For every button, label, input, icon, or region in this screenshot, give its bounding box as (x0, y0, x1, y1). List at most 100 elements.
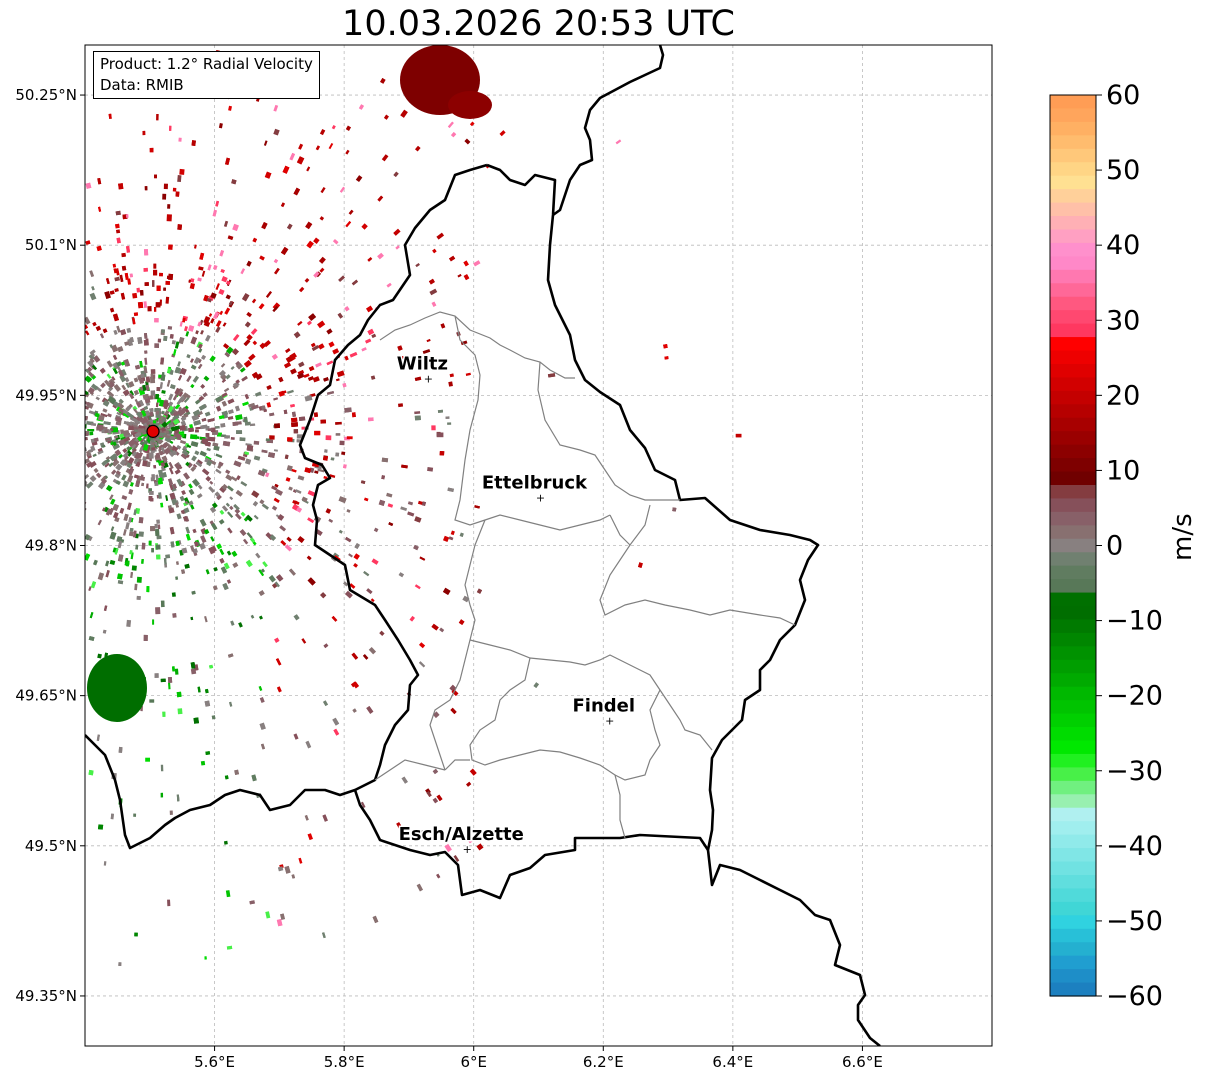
colorbar-segment (1050, 901, 1096, 916)
colorbar-segment (1050, 175, 1096, 190)
product-text: Product: 1.2° Radial Velocity (100, 55, 313, 73)
city-label: Ettelbruck (482, 472, 588, 493)
colorbar-segment (1050, 296, 1096, 311)
colorbar-segment (1050, 202, 1096, 217)
colorbar-tick-label: 40 (1106, 230, 1140, 261)
colorbar-segment (1050, 821, 1096, 836)
colorbar-segment (1050, 874, 1096, 890)
colorbar-segment (1050, 121, 1096, 136)
colorbar-segment (1050, 511, 1096, 526)
city-label: Esch/Alzette (399, 824, 524, 845)
colorbar-segment (1050, 350, 1096, 365)
colorbar-segment (1050, 108, 1096, 123)
colorbar-segment (1050, 861, 1096, 876)
lon-tick-label: 6°E (460, 1053, 487, 1071)
colorbar-segment (1050, 229, 1096, 244)
colorbar-segment (1050, 431, 1096, 446)
data-source-text: Data: RMIB (100, 76, 184, 94)
colorbar-segment (1050, 417, 1096, 432)
colorbar-tick-label: 30 (1106, 305, 1140, 336)
colorbar-segment (1050, 377, 1096, 392)
echo-cluster-north-2 (448, 91, 492, 119)
colorbar-segment (1050, 606, 1096, 621)
lon-tick-label: 6.6°E (842, 1053, 883, 1071)
canton-boundaries (374, 311, 796, 839)
colorbar-segment (1050, 928, 1096, 943)
city-label: Wiltz (397, 353, 448, 374)
colorbar-segment (1050, 404, 1096, 419)
colorbar-segment (1050, 955, 1096, 970)
colorbar-segment (1050, 969, 1096, 984)
colorbar-segment (1050, 310, 1096, 325)
colorbar-segment (1050, 848, 1096, 863)
colorbar-segment (1050, 162, 1096, 177)
city-markers: +Wiltz+Ettelbruck+Findel+Esch/Alzette (395, 352, 636, 856)
colorbar-tick-label: −20 (1106, 681, 1163, 712)
lat-tick-label: 49.95°N (15, 386, 77, 404)
colorbar: 60 50 40 30 20 10 0 −10 −20 −30 −40 −50 −60 (1049, 80, 1163, 1012)
radar-site-marker (146, 424, 160, 438)
colorbar-segment (1050, 740, 1096, 755)
city-marker: + (536, 491, 545, 504)
colorbar-segment (1050, 834, 1096, 849)
colorbar-segment (1050, 713, 1096, 728)
colorbar-tick-label: −10 (1106, 606, 1163, 637)
colorbar-tick-label: −60 (1106, 981, 1163, 1012)
colorbar-tick-label: 50 (1106, 155, 1140, 186)
colorbar-segment (1050, 619, 1096, 634)
lon-tick-label: 5.8°E (324, 1053, 365, 1071)
city-marker: + (463, 843, 472, 856)
colorbar-segment (1050, 498, 1096, 513)
colorbar-tick-label: −30 (1106, 756, 1163, 787)
colorbar-tick-label: −50 (1106, 906, 1163, 937)
colorbar-segment (1050, 148, 1096, 163)
colorbar-segment (1050, 982, 1096, 997)
colorbar-segment (1050, 256, 1096, 271)
colorbar-segment (1050, 95, 1096, 110)
lat-tick-label: 49.5°N (25, 837, 77, 855)
colorbar-segment (1050, 444, 1096, 459)
lat-tick-label: 50.1°N (25, 236, 77, 254)
lat-tick-label: 49.35°N (15, 987, 77, 1005)
colorbar-segment (1050, 646, 1096, 661)
colorbar-segment (1050, 323, 1096, 338)
colorbar-segment (1050, 780, 1096, 795)
colorbar-segment (1050, 337, 1096, 352)
colorbar-unit-label: m/s (1168, 513, 1198, 561)
colorbar-segment (1050, 592, 1096, 607)
colorbar-segment (1050, 283, 1096, 298)
colorbar-segment (1050, 390, 1096, 405)
colorbar-segment (1050, 269, 1096, 284)
colorbar-segment (1050, 484, 1096, 500)
colorbar-tick-label: 20 (1106, 380, 1140, 411)
colorbar-segment (1050, 632, 1096, 647)
colorbar-tick-label: 60 (1106, 80, 1140, 111)
city-marker: + (605, 715, 614, 728)
lon-tick-label: 6.4°E (712, 1053, 753, 1071)
colorbar-segment (1050, 189, 1096, 204)
colorbar-segment (1050, 673, 1096, 688)
colorbar-segment (1050, 659, 1096, 674)
country-borders (85, 45, 881, 1046)
colorbar-segment (1050, 579, 1096, 594)
chart-title: 10.03.2026 20:53 UTC (342, 4, 735, 44)
colorbar-segment (1050, 458, 1096, 473)
product-info-box: Product: 1.2° Radial Velocity Data: RMIB (93, 51, 320, 99)
colorbar-segment (1050, 242, 1096, 257)
colorbar-segment (1050, 686, 1096, 701)
lon-tick-label: 6.2°E (583, 1053, 624, 1071)
colorbar-segment (1050, 538, 1096, 553)
colorbar-tick-label: 10 (1106, 455, 1140, 486)
colorbar-segment (1050, 807, 1096, 822)
colorbar-segment (1050, 942, 1096, 957)
colorbar-segment (1050, 471, 1096, 486)
colorbar-segment (1050, 525, 1096, 540)
lon-tick-label: 5.6°E (194, 1053, 235, 1071)
colorbar-segment (1050, 135, 1096, 150)
colorbar-segment (1050, 216, 1096, 231)
city-label: Findel (572, 696, 635, 717)
colorbar-tick-label: 0 (1106, 531, 1123, 562)
colorbar-segment (1050, 700, 1096, 715)
map-gridlines (85, 45, 992, 1046)
